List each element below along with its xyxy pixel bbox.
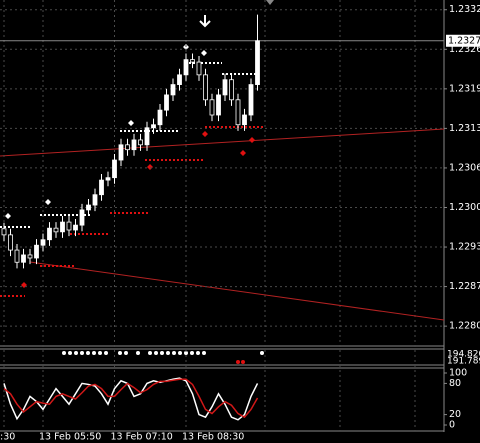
candle-body [151,124,156,129]
x-tick-label: 13 Feb 05:50 [39,432,101,443]
candle-body [79,209,85,226]
y-tick-label: 0 [449,420,455,431]
signal-dots [62,351,264,355]
dot [184,351,188,355]
candle-body [235,99,241,126]
candle-body [222,79,228,96]
dot [124,351,128,355]
candle-body [8,234,13,251]
candle-body [105,177,111,181]
dot [62,351,66,355]
dot [260,351,264,355]
candle-body [209,99,215,116]
candle-body [66,221,72,231]
candle-body [73,224,78,231]
dot [202,351,206,355]
y-tick-label: 1.23000 [449,202,480,213]
dot [118,351,122,355]
dot [178,351,182,355]
candle-body [99,179,104,196]
x-tick-label: 13 Feb 07:10 [111,432,173,443]
candle-body [157,109,163,126]
candle-body [27,254,33,259]
y-tick-label: 1.22870 [449,281,480,292]
dot [241,360,245,364]
candle-body [92,194,98,206]
candle-body [170,84,176,96]
dot [160,351,164,355]
trend-line [0,128,445,157]
indicator-levels [0,62,265,297]
candle-body [21,254,26,263]
candle-body [177,74,182,85]
dot [154,351,158,355]
candle-body [1,228,7,236]
trend-line [29,261,445,321]
dot [68,351,72,355]
dot [136,351,140,355]
dot [196,351,200,355]
last-price-box [446,34,480,47]
candle-body [229,79,234,101]
candle-body [144,127,150,146]
candle-body [216,94,221,116]
dot [190,351,194,355]
dot [80,351,84,355]
y-tick-label: 100 [449,368,467,379]
signal-dots-red [236,360,245,364]
candle-body [125,144,130,151]
y-tick-label: 1.23065 [449,162,480,173]
candle-body [34,244,39,259]
dot [148,351,152,355]
candle-body [196,61,202,76]
candle-body [138,139,143,146]
y-tick-label: 80 [449,378,461,389]
candle-body [53,227,59,233]
dot [74,351,78,355]
candle-body [164,94,169,111]
candle-body [190,59,195,63]
panel-label: 191.789 [447,357,480,367]
candle-body [183,59,189,76]
last-price-label: 1.23274 [448,35,480,46]
candle-body [14,249,20,263]
scroll-marker [266,0,274,5]
candle-body [118,144,124,161]
candle-body [131,139,137,151]
y-tick-label: 1.22935 [449,242,480,253]
candle-body [255,40,260,85]
dot [166,351,170,355]
candle-body [248,84,254,116]
x-tick-label: 13 Feb 08:30 [182,432,244,443]
dot [86,351,90,355]
y-tick-label: 1.23325 [449,4,480,15]
candle-body [112,159,117,179]
dot [236,360,240,364]
dot [172,351,176,355]
candle-body [242,114,247,126]
dot [92,351,96,355]
candle-body [40,239,46,246]
y-tick-label: 1.23260 [449,44,480,55]
x-tick-label: :30 [0,432,15,443]
candle-body [60,221,65,233]
vertical-grid [264,0,416,431]
down-arrow [199,15,211,28]
candle-body [203,74,208,101]
panel-label: 194.8209 [447,350,480,360]
y-tick-label: 1.23195 [449,83,480,94]
y-tick-label: 1.22805 [449,321,480,332]
dot [98,351,102,355]
y-tick-label: 20 [449,409,461,420]
stoch-line [3,378,259,419]
candle-body [86,204,91,211]
y-tick-label: 1.23130 [449,123,480,134]
dot [104,351,108,355]
candle-body [47,227,52,241]
